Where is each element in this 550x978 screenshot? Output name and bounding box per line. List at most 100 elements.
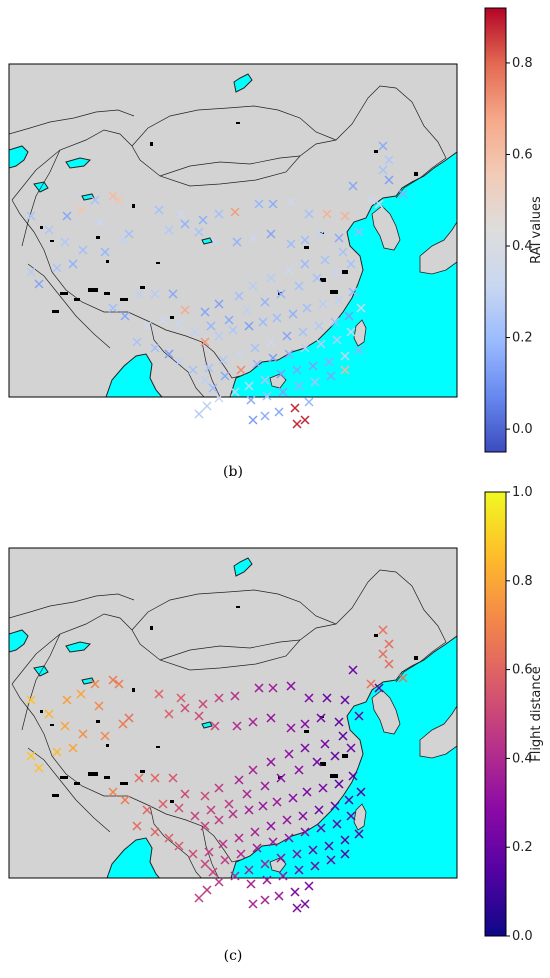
station-marker bbox=[228, 325, 238, 335]
lakes-b bbox=[40, 122, 418, 319]
station-marker bbox=[78, 245, 88, 255]
station-marker bbox=[398, 673, 408, 683]
station-marker bbox=[214, 331, 224, 341]
station-marker bbox=[174, 319, 184, 329]
station-marker bbox=[344, 795, 354, 805]
station-marker bbox=[26, 695, 36, 705]
station-marker bbox=[26, 751, 36, 761]
station-marker bbox=[108, 787, 118, 797]
lake-baikal-b bbox=[233, 73, 253, 93]
station-marker bbox=[174, 841, 184, 851]
station-marker bbox=[244, 321, 254, 331]
station-marker bbox=[34, 279, 44, 289]
station-marker bbox=[314, 321, 324, 331]
station-marker bbox=[120, 311, 130, 321]
station-marker bbox=[200, 821, 210, 831]
station-marker bbox=[320, 739, 330, 749]
station-marker bbox=[154, 689, 164, 699]
station-marker bbox=[282, 331, 292, 341]
colorbar-tick-label: 0.0 bbox=[512, 929, 533, 944]
colorbar-bar-c bbox=[484, 491, 507, 937]
station-marker bbox=[262, 391, 272, 401]
station-marker bbox=[292, 849, 302, 859]
station-marker bbox=[334, 779, 344, 789]
colorbar-tick-label: 0.8 bbox=[512, 574, 533, 589]
station-marker bbox=[248, 765, 258, 775]
colorbar-tick-label: 0.6 bbox=[512, 663, 533, 678]
station-marker bbox=[338, 247, 348, 257]
station-marker bbox=[230, 691, 240, 701]
station-marker bbox=[308, 845, 318, 855]
colorbar-tick-label: 0.4 bbox=[512, 751, 533, 766]
station-marker bbox=[294, 865, 304, 875]
colorbar-tick-label: 0.4 bbox=[512, 239, 533, 254]
station-marker bbox=[268, 683, 278, 693]
colorbar-tick-label: 1.0 bbox=[512, 485, 533, 500]
station-marker bbox=[60, 237, 70, 247]
station-marker bbox=[300, 719, 310, 729]
station-marker bbox=[214, 393, 224, 403]
station-marker bbox=[340, 365, 350, 375]
station-marker bbox=[300, 259, 310, 269]
station-marker bbox=[210, 237, 220, 247]
bay-of-bengal-b bbox=[105, 353, 163, 397]
station-marker bbox=[300, 415, 310, 425]
station-marker bbox=[224, 799, 234, 809]
station-marker bbox=[174, 803, 184, 813]
station-marker bbox=[290, 403, 300, 413]
station-marker bbox=[180, 789, 190, 799]
station-marker bbox=[292, 365, 302, 375]
station-marker bbox=[150, 827, 160, 837]
station-marker bbox=[260, 781, 270, 791]
station-marker bbox=[354, 829, 364, 839]
station-marker bbox=[234, 775, 244, 785]
station-marker bbox=[346, 327, 356, 337]
colorbar-tick-label: 0.2 bbox=[512, 331, 533, 346]
station-marker bbox=[208, 383, 218, 393]
station-marker bbox=[274, 891, 284, 901]
station-marker bbox=[302, 303, 312, 313]
station-marker bbox=[300, 343, 310, 353]
station-marker bbox=[278, 871, 288, 881]
station-marker bbox=[294, 381, 304, 391]
kazakh-border-c bbox=[9, 593, 135, 731]
station-marker bbox=[232, 237, 242, 247]
station-marker bbox=[346, 259, 356, 269]
korea-b bbox=[371, 205, 401, 251]
station-marker bbox=[274, 407, 284, 417]
colorbar-tick-label: 0.0 bbox=[512, 422, 533, 437]
station-marker bbox=[208, 867, 218, 877]
station-marker bbox=[292, 419, 302, 429]
panel-c: 0.0 0.2 0.4 0.6 0.8 1.0 Flight distance (c) bbox=[8, 485, 544, 964]
colorbar-b: 0.0 0.2 0.4 0.6 0.8 RAI values bbox=[484, 7, 544, 453]
station-marker bbox=[204, 363, 214, 373]
indochina-border-c bbox=[149, 805, 219, 878]
station-marker bbox=[94, 217, 104, 227]
station-marker bbox=[244, 865, 254, 875]
colorbar-tick-label: 0.2 bbox=[512, 840, 533, 855]
station-marker bbox=[242, 789, 252, 799]
lakes-c bbox=[40, 606, 418, 803]
station-marker bbox=[276, 853, 286, 863]
station-marker bbox=[348, 181, 358, 191]
station-marker bbox=[90, 679, 100, 689]
station-marker bbox=[300, 899, 310, 909]
station-marker bbox=[316, 823, 326, 833]
station-marker bbox=[272, 313, 282, 323]
station-marker bbox=[248, 281, 258, 291]
station-marker bbox=[346, 743, 356, 753]
station-marker bbox=[326, 855, 336, 865]
mongolia-border-c bbox=[131, 589, 337, 661]
station-marker bbox=[232, 721, 242, 731]
station-marker bbox=[276, 369, 286, 379]
station-marker bbox=[194, 711, 204, 721]
station-marker bbox=[284, 749, 294, 759]
station-marker bbox=[384, 659, 394, 669]
station-marker bbox=[304, 209, 314, 219]
mongolia-border-b bbox=[131, 105, 337, 177]
station-marker bbox=[248, 415, 258, 425]
station-marker bbox=[220, 371, 230, 381]
station-marker bbox=[150, 773, 160, 783]
station-marker bbox=[200, 337, 210, 347]
